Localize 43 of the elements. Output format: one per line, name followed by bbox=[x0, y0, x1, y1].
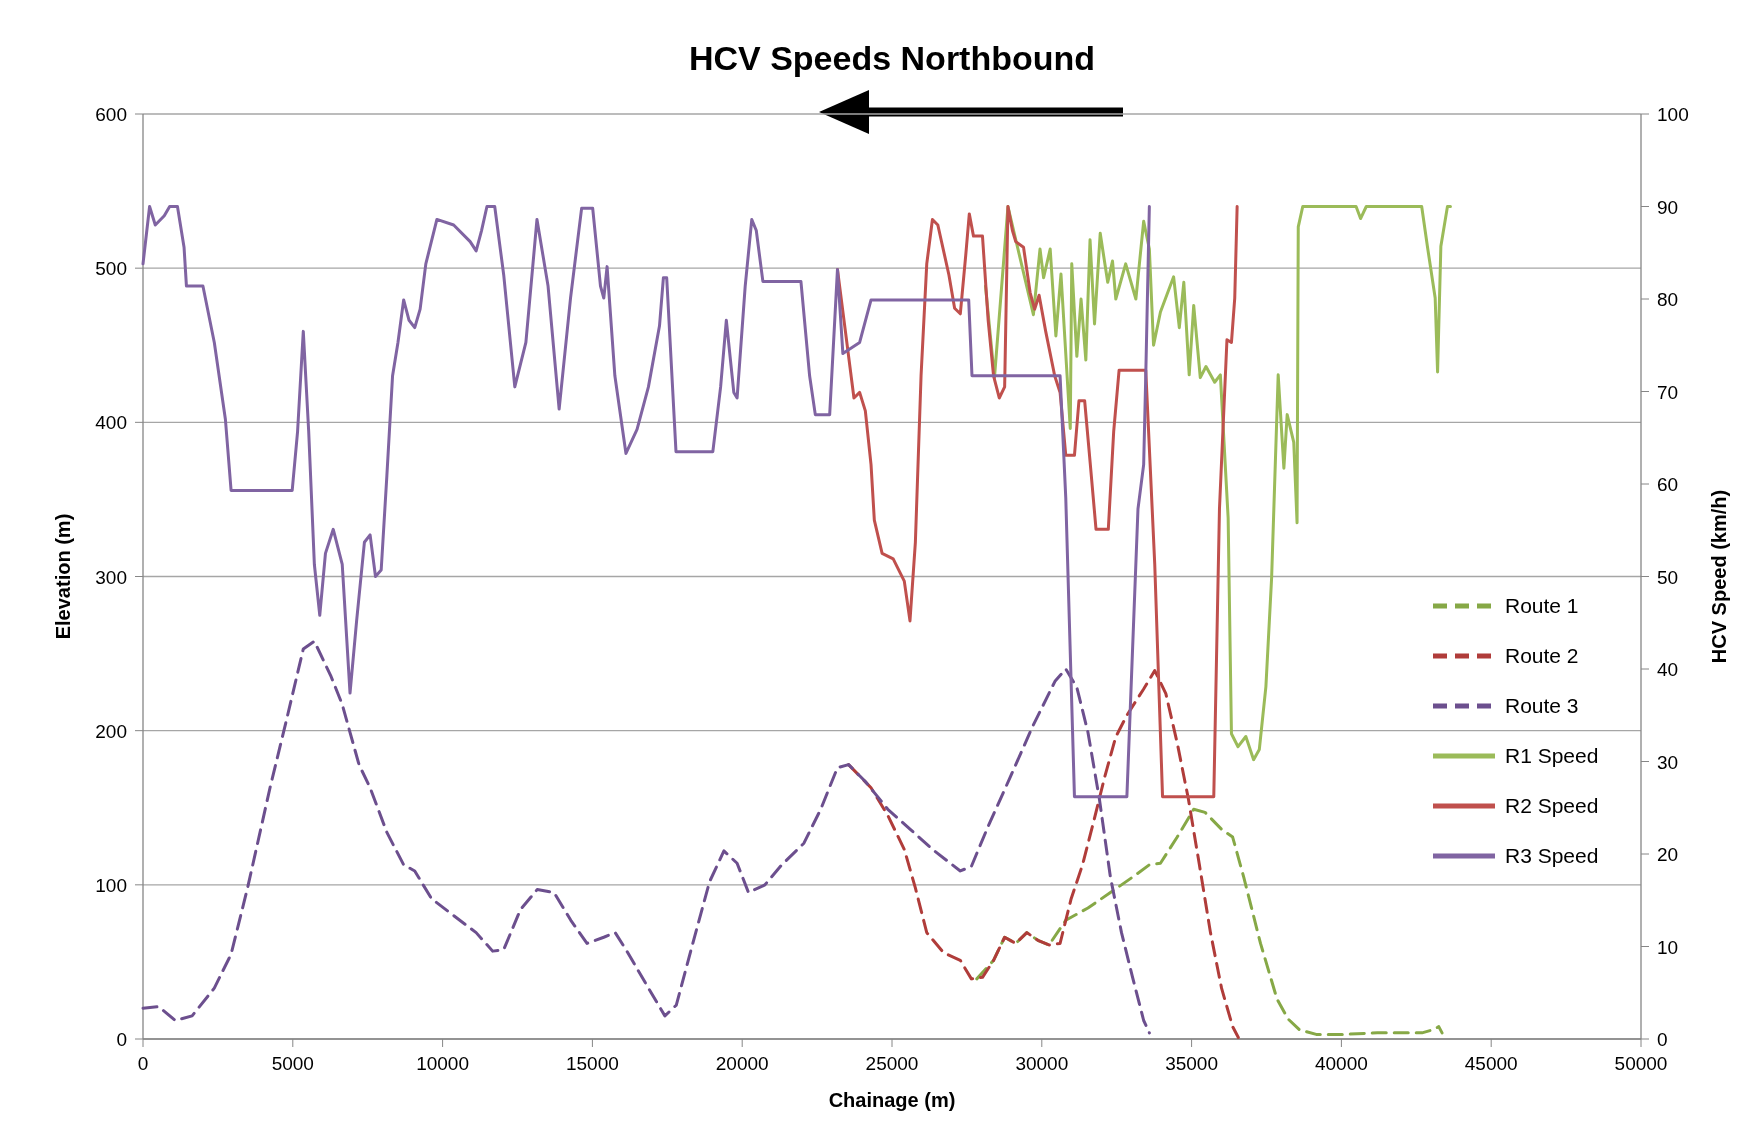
y2-tick-label: 30 bbox=[1657, 751, 1679, 773]
y-tick-label: 600 bbox=[95, 104, 127, 125]
x-axis-title: Chainage (m) bbox=[828, 1089, 956, 1111]
y2-tick-label: 50 bbox=[1657, 566, 1679, 588]
x-tick-label: 35000 bbox=[1165, 1053, 1219, 1074]
line-series bbox=[975, 807, 1444, 1036]
y2-tick-label: 90 bbox=[1657, 196, 1679, 218]
y2-tick-label: 100 bbox=[1657, 104, 1689, 125]
y2-tick-label: 70 bbox=[1657, 381, 1679, 403]
x-tick-label: 50000 bbox=[1614, 1053, 1668, 1074]
y2-tick-label: 80 bbox=[1657, 289, 1679, 310]
y2-axis-title: HCV Speed (km/h) bbox=[1708, 489, 1730, 664]
x-tick-label: 5000 bbox=[271, 1053, 314, 1074]
legend-label: Route 1 bbox=[1505, 594, 1579, 617]
line-series bbox=[141, 639, 1151, 1035]
x-tick-label: 25000 bbox=[865, 1053, 919, 1074]
y-tick-label: 300 bbox=[95, 566, 127, 588]
y2-tick-label: 10 bbox=[1657, 936, 1679, 958]
y-tick-label: 0 bbox=[116, 1029, 127, 1050]
y2-tick-label: 0 bbox=[1657, 1029, 1668, 1050]
x-tick-label: 0 bbox=[137, 1053, 149, 1074]
legend-label: R1 Speed bbox=[1505, 744, 1599, 767]
y-tick-label: 400 bbox=[95, 412, 127, 434]
y2-tick-label: 40 bbox=[1657, 659, 1679, 680]
line-series bbox=[141, 205, 1151, 799]
chart-title: HCV Speeds Northbound bbox=[688, 39, 1096, 77]
y-tick-label: 100 bbox=[95, 874, 127, 896]
legend-label: Route 3 bbox=[1505, 694, 1579, 717]
x-tick-label: 30000 bbox=[1015, 1053, 1069, 1074]
y-tick-label: 500 bbox=[95, 258, 127, 280]
y2-tick-label: 20 bbox=[1657, 844, 1679, 865]
legend-label: R2 Speed bbox=[1505, 794, 1599, 817]
x-tick-label: 40000 bbox=[1314, 1053, 1368, 1074]
x-tick-label: 20000 bbox=[715, 1053, 769, 1074]
x-tick-label: 45000 bbox=[1464, 1053, 1518, 1074]
y2-tick-label: 60 bbox=[1657, 474, 1679, 495]
x-tick-label: 15000 bbox=[565, 1053, 619, 1074]
y-tick-label: 200 bbox=[95, 720, 127, 742]
line-series bbox=[983, 205, 1452, 762]
legend-label: R3 Speed bbox=[1505, 844, 1599, 867]
legend-label: Route 2 bbox=[1505, 644, 1579, 667]
y-axis-title: Elevation (m) bbox=[52, 513, 74, 640]
x-tick-label: 10000 bbox=[416, 1053, 470, 1074]
